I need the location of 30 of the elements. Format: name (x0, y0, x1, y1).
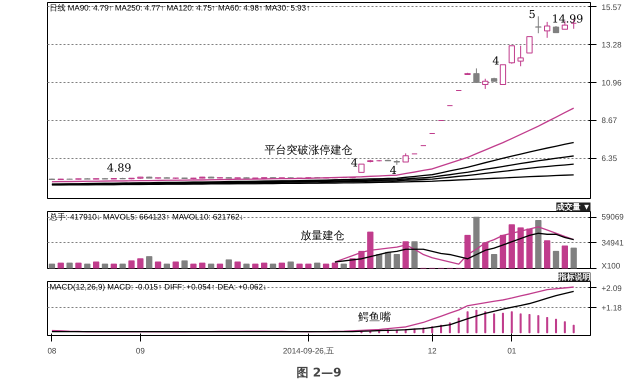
caption: 图 2—9 (296, 366, 342, 380)
y-tick-label: 8.67 (602, 116, 618, 126)
annotation: 14.99 (552, 12, 584, 26)
y-tick-label: 6.35 (602, 154, 618, 164)
y-tick-label: X100 (602, 262, 621, 270)
annotation: 4.89 (106, 161, 132, 174)
annotation: 5 (528, 8, 536, 21)
y-tick-label: 15.57 (602, 2, 622, 12)
chart-subtitle: 指标说明 (558, 272, 590, 282)
annotation: 鳄鱼嘴 (358, 310, 392, 324)
y-tick-label: +2.09 (602, 284, 622, 293)
annotation: 4 (350, 156, 358, 170)
x-tick-label: 08 (47, 346, 57, 356)
x-tick-label: 09 (136, 346, 146, 356)
chart-title: 日线 MA90: 4.79↑ MA250: 4.77↑ MA120: 4.75↑ MA60: 4.98↑ MA30: 5.93↑ (50, 4, 310, 12)
y-tick-label: +1.18 (602, 303, 622, 312)
x-tick-label: 01 (507, 346, 517, 356)
y-tick-label: 13.28 (602, 40, 622, 50)
chart-title: 总手: 417910↓ MAVOL5: 664123↑ MAVOL10: 621762↓ (48, 212, 244, 222)
y-tick-label: 10.96 (602, 78, 622, 88)
annotation: 放量建仓 (300, 228, 345, 242)
x-tick-label: 12 (428, 346, 438, 356)
y-tick-label: 34941 (602, 238, 624, 248)
chart-title: MACD(12,26,9) MACD: -0.015↑ DIFF: +0.054↑ DEA: +0.062↓ (50, 282, 267, 292)
y-tick-label: 59069 (602, 212, 624, 222)
annotation: 4 (390, 164, 397, 177)
x-tick-label: 2014-09-26,五 (282, 346, 334, 356)
annotation: 4 (492, 54, 500, 68)
chart-subtitle: 成交量 ▼ (555, 202, 590, 212)
annotation: 平台突破涨停建仓 (264, 144, 352, 157)
